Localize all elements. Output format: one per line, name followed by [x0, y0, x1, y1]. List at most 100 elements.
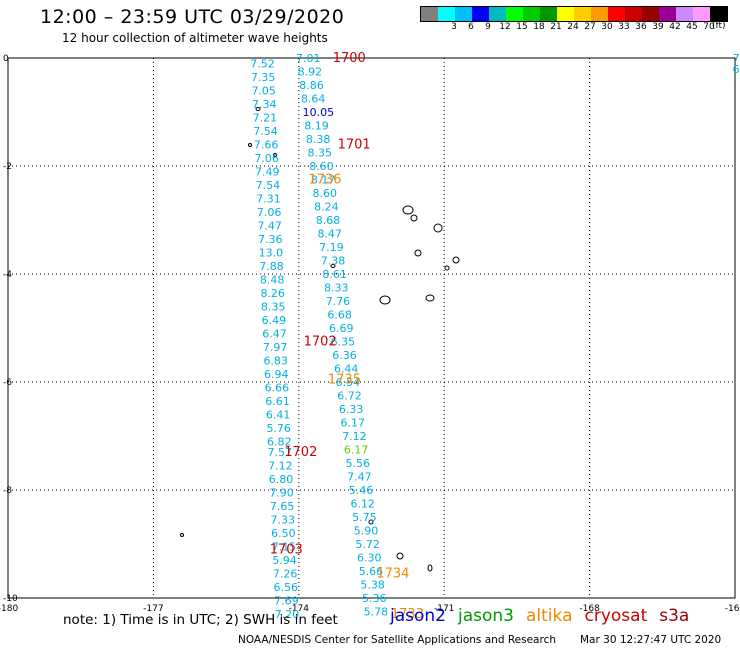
- island-outline: [402, 205, 414, 215]
- colorbar-label: 42: [669, 22, 681, 32]
- wave-height-value: 6.12: [350, 498, 375, 511]
- wave-height-value: 7.90: [269, 487, 294, 500]
- y-tick-label: 0: [3, 54, 9, 64]
- colorbar-label: 18: [533, 22, 545, 32]
- island-outline: [368, 519, 374, 525]
- wave-height-value: 6.33: [339, 403, 364, 416]
- wave-height-value: 8.61: [322, 268, 347, 281]
- island-outline: [255, 107, 261, 111]
- colorbar-label: 24: [567, 22, 579, 32]
- colorbar-swatch: [472, 7, 489, 21]
- wave-height-value: 7.12: [342, 430, 367, 443]
- wave-height-value: 6.68: [327, 309, 352, 322]
- wave-height-value: 6.66: [265, 381, 290, 394]
- wave-height-value: 6.17: [341, 417, 366, 430]
- wave-height-value: 8.64: [301, 93, 326, 106]
- wave-height-value: 5.56: [346, 457, 371, 470]
- wave-height-value: 7.76: [326, 295, 351, 308]
- colorbar-label: 6: [468, 22, 474, 32]
- wave-height-value: 6.82: [267, 435, 292, 448]
- colorbar-swatch: [455, 7, 472, 21]
- wave-height-value: 5.46: [349, 484, 374, 497]
- wave-height-value: 7.33: [271, 514, 296, 527]
- wave-height-value: 7: [733, 52, 740, 65]
- colorbar: [420, 6, 728, 22]
- wave-height-value: 7.36: [258, 233, 283, 246]
- colorbar-swatch: [625, 7, 642, 21]
- wave-height-value: 7.12: [268, 460, 293, 473]
- wave-height-value: 7.47: [257, 219, 282, 232]
- wave-height-value: 8.33: [324, 282, 349, 295]
- wave-height-value: 7.47: [347, 471, 372, 484]
- wave-height-value: 7.06: [257, 206, 282, 219]
- island-outline: [427, 564, 433, 572]
- wave-height-value: 7.57: [268, 446, 293, 459]
- island-outline: [273, 153, 277, 157]
- wave-height-value: 6.36: [332, 349, 357, 362]
- wave-height-value: 7.97: [263, 341, 288, 354]
- wave-height-value: 7.31: [256, 192, 281, 205]
- wave-height-value: 5.75: [352, 511, 377, 524]
- wave-height-value: 5.36: [362, 592, 387, 605]
- wave-height-value: 7.34: [252, 98, 276, 111]
- colorbar-label: 33: [618, 22, 630, 32]
- colorbar-label: 3: [451, 22, 457, 32]
- wave-height-value: 5.90: [354, 525, 379, 538]
- island-outline: [452, 256, 460, 264]
- pass-time-label: 1733: [391, 607, 424, 622]
- wave-height-value: 7.52: [250, 57, 274, 70]
- wave-height-value: 5.72: [355, 538, 380, 551]
- y-tick-label: -8: [3, 486, 12, 496]
- page-title: 12:00 – 23:59 UTC 03/29/2020: [40, 6, 345, 28]
- x-tick-label: -177: [143, 604, 163, 614]
- wave-height-value: 5.66: [359, 565, 384, 578]
- wave-height-value: 7.54: [256, 179, 281, 192]
- wave-height-value: 7.26: [273, 568, 298, 581]
- generated-timestamp: Mar 30 12:27:47 UTC 2020: [580, 634, 722, 646]
- x-tick-label: -180: [0, 604, 18, 614]
- pass-time-label: 1701: [338, 137, 371, 152]
- x-tick-label: -174: [289, 604, 310, 614]
- wave-height-value: 7.66: [254, 138, 279, 151]
- y-tick-label: -2: [3, 162, 12, 172]
- wave-height-value: 8.38: [306, 133, 331, 146]
- island-outline: [396, 552, 404, 560]
- wave-height-value: 8.19: [304, 120, 329, 133]
- colorbar-label: 70: [703, 22, 715, 32]
- colorbar-swatch: [438, 7, 455, 21]
- wave-height-value: 8.92: [298, 66, 323, 79]
- y-tick-label: -6: [3, 378, 12, 388]
- colorbar-swatch: [676, 7, 693, 21]
- wave-height-value: 7.01: [296, 52, 321, 65]
- colorbar-swatch: [421, 7, 438, 21]
- map-frame: [7, 57, 736, 599]
- satellite-legend: jason2 jason3 altika cryosat s3a: [390, 606, 701, 626]
- wave-height-value: 6.50: [271, 527, 296, 540]
- colorbar-swatch: [710, 7, 727, 21]
- colorbar-label: 12: [499, 22, 511, 32]
- colorbar-swatch: [489, 7, 506, 21]
- colorbar-swatch: [659, 7, 676, 21]
- wave-height-value: 6.56: [274, 581, 299, 594]
- island-outline: [180, 533, 184, 537]
- wave-height-value: 7.15: [272, 541, 297, 554]
- island-outline: [444, 265, 450, 271]
- wave-height-value: 7.06: [254, 152, 279, 165]
- colorbar-label: 39: [652, 22, 664, 32]
- wave-height-value: 7.19: [319, 241, 344, 254]
- wave-height-value: 7.05: [251, 84, 276, 97]
- wave-height-value: 6.61: [265, 395, 290, 408]
- legend-item-altika: altika: [526, 606, 573, 626]
- pass-time-label: 1700: [333, 51, 366, 66]
- wave-height-value: 6.47: [262, 327, 287, 340]
- wave-height-value: 8.68: [316, 214, 341, 227]
- colorbar-unit: (ft): [712, 21, 726, 31]
- island-outline: [433, 223, 443, 233]
- colorbar-swatch: [523, 7, 540, 21]
- wave-height-value: 8.47: [317, 228, 342, 241]
- colorbar-swatch: [540, 7, 557, 21]
- wave-height-value: 10.05: [303, 106, 335, 119]
- page-subtitle: 12 hour collection of altimeter wave hei…: [62, 31, 328, 45]
- colorbar-swatch: [693, 7, 710, 21]
